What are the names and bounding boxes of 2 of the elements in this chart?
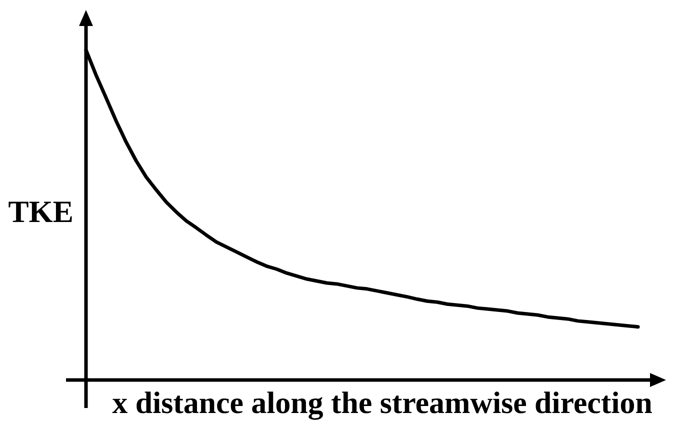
- x-axis-title: x distance along the streamwise direction: [112, 392, 652, 420]
- y-axis-title: TKE: [8, 202, 72, 222]
